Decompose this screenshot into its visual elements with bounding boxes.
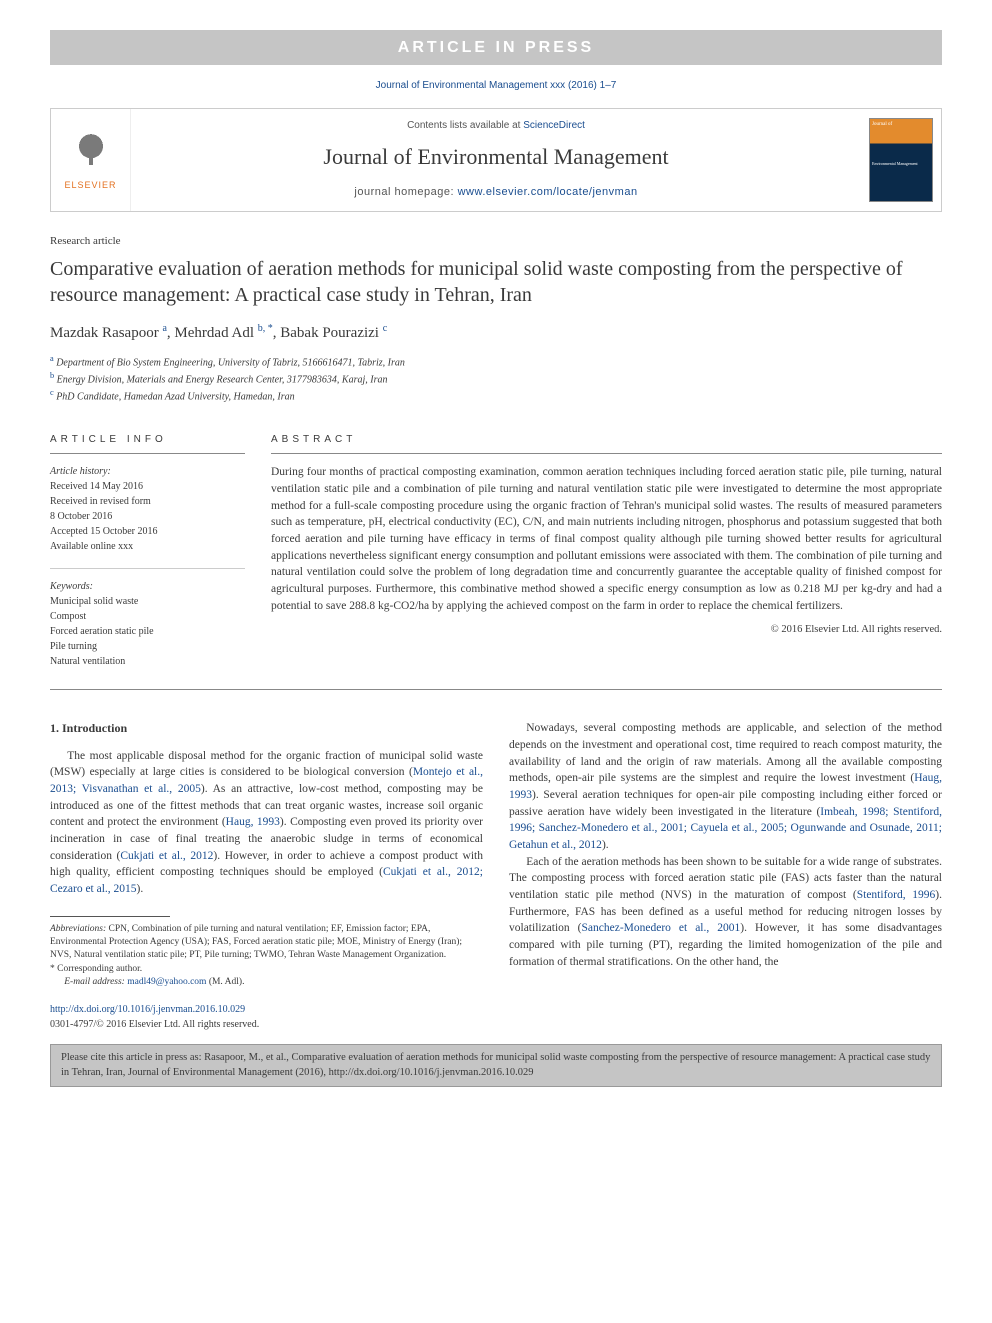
email-label: E-mail address: [64,977,125,987]
corresponding-email-link[interactable]: madl49@yahoo.com [127,977,206,987]
footnote-rule [50,916,170,917]
article-history: Article history: Received 14 May 2016 Re… [50,464,245,554]
abbrev-text: CPN, Combination of pile turning and nat… [50,924,462,961]
keyword: Compost [50,609,245,624]
body-paragraph: The most applicable disposal method for … [50,748,483,898]
article-info-heading: ARTICLE INFO [50,433,245,455]
affiliation-text: Department of Bio System Engineering, Un… [56,357,405,368]
author-affil-sup: a [162,323,166,334]
footnotes: Abbreviations: CPN, Combination of pile … [50,923,483,989]
contents-prefix: Contents lists available at [407,120,523,131]
sciencedirect-link[interactable]: ScienceDirect [523,120,585,131]
author-name: Mazdak Rasapoor [50,325,159,341]
abstract-heading: ABSTRACT [271,433,942,455]
article-in-press-banner: ARTICLE IN PRESS [50,30,942,65]
citation-link[interactable]: Cukjati et al., 2012 [120,850,213,862]
journal-reference: Journal of Environmental Management xxx … [50,79,942,94]
elsevier-tree-icon [67,127,115,175]
journal-homepage-link[interactable]: www.elsevier.com/locate/jenvman [458,186,638,198]
body-paragraph: Nowadays, several composting methods are… [509,720,942,853]
article-title: Comparative evaluation of aeration metho… [50,256,942,308]
affil-sup: c [50,388,54,397]
abbrev-label: Abbreviations: [50,924,106,934]
author-list: Mazdak Rasapoor a, Mehrdad Adl b, *, Bab… [50,322,942,345]
publisher-logo-block: ELSEVIER [51,109,131,211]
history-line: 8 October 2016 [50,509,245,524]
author-affil-sup: c [383,323,387,334]
article-type: Research article [50,234,942,250]
body-columns: 1. Introduction The most applicable disp… [50,720,942,1032]
citation-link[interactable]: Stentiford, 1996 [857,889,936,901]
journal-cover-thumbnail: Journal of Environmental Management [869,118,933,202]
author-name: Babak Pourazizi [280,325,379,341]
email-suffix: (M. Adl). [206,977,244,987]
citation-link[interactable]: Haug, 1993 [509,772,942,801]
journal-reference-link[interactable]: Journal of Environmental Management xxx … [376,80,617,91]
history-label: Article history: [50,464,245,479]
author-affil-sup: b, * [258,323,273,334]
cover-text-mid: Environmental Management [872,161,930,167]
history-line: Accepted 15 October 2016 [50,524,245,539]
keyword: Pile turning [50,639,245,654]
keywords-block: Keywords: Municipal solid waste Compost … [50,579,245,669]
citation-link[interactable]: Imbeah, 1998; Stentiford, 1996; Sanchez-… [509,806,942,851]
body-paragraph: Each of the aeration methods has been sh… [509,854,942,971]
keywords-label: Keywords: [50,579,245,594]
separator [50,689,942,690]
affil-sup: b [50,371,54,380]
citation-link[interactable]: Sanchez-Monedero et al., 2001 [582,922,741,934]
corresponding-author-note: * Corresponding author. [50,963,483,976]
history-line: Received in revised form [50,494,245,509]
keyword: Municipal solid waste [50,594,245,609]
affiliation-list: a Department of Bio System Engineering, … [50,353,942,405]
affil-sup: a [50,354,54,363]
abstract-text: During four months of practical composti… [271,464,942,614]
intro-heading: 1. Introduction [50,720,483,737]
publisher-name: ELSEVIER [64,179,116,192]
cover-text-top: Journal of [872,121,930,128]
citation-link[interactable]: Haug, 1993 [226,816,280,828]
affiliation-text: PhD Candidate, Hamedan Azad University, … [56,392,294,403]
affiliation-text: Energy Division, Materials and Energy Re… [57,374,388,385]
citation-link[interactable]: Cukjati et al., 2012; Cezaro et al., 201… [50,866,483,895]
homepage-line: journal homepage: www.elsevier.com/locat… [139,185,853,201]
abstract-copyright: © 2016 Elsevier Ltd. All rights reserved… [271,622,942,637]
history-line: Received 14 May 2016 [50,479,245,494]
citation-box: Please cite this article in press as: Ra… [50,1044,942,1087]
contents-line: Contents lists available at ScienceDirec… [139,119,853,134]
doi-link[interactable]: http://dx.doi.org/10.1016/j.jenvman.2016… [50,1004,245,1015]
homepage-prefix: journal homepage: [354,186,457,198]
keyword: Natural ventilation [50,654,245,669]
citation-link[interactable]: Montejo et al., 2013; Visvanathan et al.… [50,766,483,795]
author-name: Mehrdad Adl [174,325,254,341]
masthead: ELSEVIER Contents lists available at Sci… [50,108,942,212]
keyword: Forced aeration static pile [50,624,245,639]
issn-copyright: 0301-4797/© 2016 Elsevier Ltd. All right… [50,1018,483,1033]
doi-block: http://dx.doi.org/10.1016/j.jenvman.2016… [50,1003,483,1032]
journal-title: Journal of Environmental Management [139,141,853,173]
history-line: Available online xxx [50,539,245,554]
